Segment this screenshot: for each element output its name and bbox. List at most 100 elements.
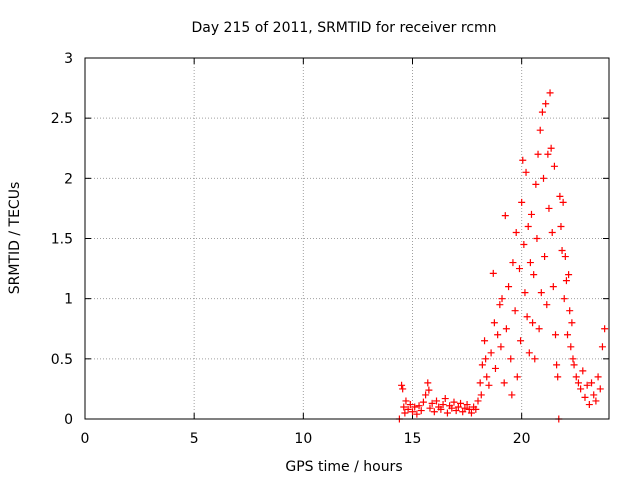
data-point	[566, 307, 574, 315]
data-point	[496, 301, 504, 309]
data-point	[515, 265, 523, 273]
data-points	[395, 89, 609, 423]
y-tick-label: 1.5	[51, 232, 73, 248]
chart-title: Day 215 of 2011, SRMTID for receiver rcm…	[191, 20, 496, 36]
data-point	[511, 307, 519, 315]
data-point	[546, 89, 554, 97]
data-point	[406, 401, 414, 409]
data-point	[524, 222, 532, 230]
data-point	[577, 385, 585, 393]
data-point	[532, 180, 540, 188]
y-tick-label: 0	[64, 412, 73, 428]
data-point	[401, 409, 409, 417]
data-point	[419, 398, 427, 406]
data-point	[482, 355, 490, 363]
data-point	[402, 397, 410, 405]
data-point	[509, 259, 517, 267]
data-point	[489, 269, 497, 277]
plot-frame	[84, 57, 610, 420]
data-point	[572, 373, 580, 381]
data-point	[399, 385, 407, 393]
data-point	[463, 401, 471, 409]
data-point	[428, 399, 436, 407]
data-point	[543, 301, 551, 309]
data-point	[529, 319, 537, 327]
data-point	[537, 289, 545, 297]
data-point	[579, 367, 587, 375]
x-tick-label: 10	[294, 431, 312, 447]
data-point	[507, 355, 515, 363]
y-tick-label: 3	[64, 51, 73, 67]
data-point	[569, 355, 577, 363]
data-point	[550, 162, 558, 170]
x-axis-label: GPS time / hours	[285, 459, 402, 475]
data-point	[433, 397, 441, 405]
data-point	[542, 100, 550, 108]
data-point	[585, 401, 593, 409]
grid	[85, 58, 609, 419]
data-point	[536, 126, 544, 134]
data-point	[409, 408, 416, 416]
data-point	[465, 405, 473, 413]
data-point	[413, 410, 421, 418]
data-point	[541, 253, 549, 261]
data-point	[512, 228, 520, 236]
data-point	[567, 343, 575, 351]
data-point	[568, 319, 576, 327]
data-point	[554, 373, 562, 381]
data-point	[558, 247, 566, 255]
data-point	[459, 408, 467, 416]
data-point	[478, 361, 486, 369]
data-point	[553, 361, 561, 369]
data-point	[549, 283, 557, 291]
data-point	[560, 295, 568, 303]
data-point	[487, 349, 495, 357]
data-point	[502, 325, 510, 333]
data-point	[531, 355, 539, 363]
data-point	[508, 391, 516, 399]
data-point	[411, 403, 419, 411]
data-point	[533, 235, 541, 242]
data-point	[477, 391, 485, 399]
data-point	[521, 289, 529, 297]
data-point	[439, 401, 447, 409]
tick-labels: 0 0.5 1 1.5 2 2.5 3 0 5 10 15 20	[51, 51, 531, 447]
data-point	[422, 391, 430, 399]
data-point	[570, 361, 578, 369]
data-point	[544, 150, 552, 158]
x-tick-label: 20	[513, 431, 531, 447]
data-point	[545, 204, 553, 212]
data-point	[540, 174, 547, 182]
data-point	[398, 381, 406, 389]
data-point	[498, 295, 506, 303]
data-point	[483, 373, 491, 381]
data-point	[552, 331, 560, 339]
y-tick-label: 2	[64, 171, 73, 187]
data-point	[517, 337, 525, 345]
data-point	[561, 253, 569, 261]
data-point	[522, 168, 530, 176]
y-tick-label: 1	[64, 292, 73, 308]
data-point	[481, 337, 489, 345]
data-point	[474, 397, 482, 405]
data-point	[590, 391, 598, 399]
data-point	[424, 379, 432, 387]
x-tick-label: 15	[404, 431, 422, 447]
data-point	[426, 404, 434, 412]
data-point	[562, 277, 570, 285]
data-point	[526, 259, 534, 267]
data-point	[425, 386, 433, 394]
data-point	[527, 210, 535, 218]
data-point	[437, 405, 445, 413]
data-point	[592, 397, 600, 405]
data-point	[559, 198, 567, 206]
data-point	[454, 403, 462, 411]
data-point	[574, 379, 582, 387]
data-point	[557, 222, 565, 230]
data-point	[497, 343, 505, 351]
data-point	[601, 325, 609, 333]
data-point	[547, 144, 555, 152]
data-point	[564, 331, 572, 339]
data-point	[518, 198, 526, 206]
